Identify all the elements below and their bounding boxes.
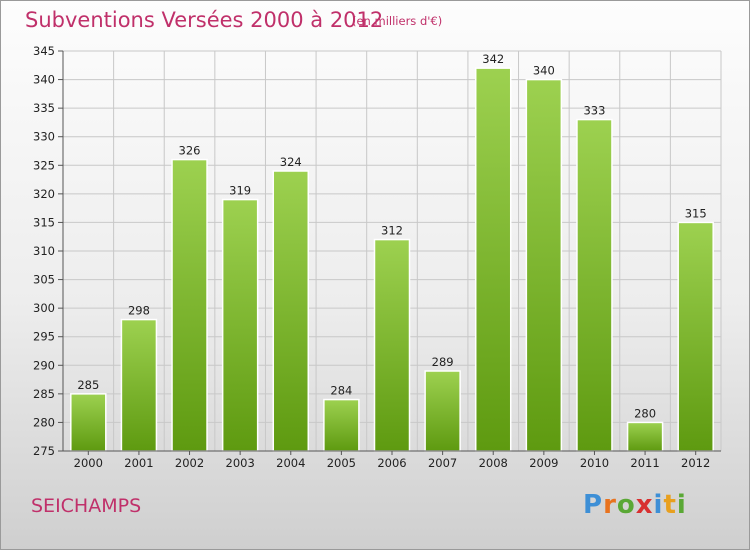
x-tick-label: 2012 [681, 456, 710, 470]
y-tick-label: 310 [33, 244, 55, 258]
bar [424, 370, 461, 452]
labels: 275 280 285 290 295 300 305 310 315 320 325 330 335 3… [33, 44, 710, 470]
x-tick-label: 2010 [580, 456, 609, 470]
x-tick-label: 2009 [529, 456, 558, 470]
brand-letter: t [663, 490, 677, 520]
bar [323, 398, 360, 452]
x-tick-label: 2001 [124, 456, 153, 470]
x-tick-label: 2005 [327, 456, 356, 470]
data-label: 333 [583, 104, 605, 118]
y-tick-label: 305 [33, 273, 55, 287]
bar [171, 158, 208, 452]
bar [373, 238, 411, 452]
x-tick-label: 2008 [479, 456, 508, 470]
y-tick-label: 325 [33, 158, 55, 172]
bars [70, 67, 714, 452]
y-tick-label: 330 [33, 130, 55, 144]
brand-letter: o [616, 490, 636, 520]
unit-note: (en milliers d'€) [352, 14, 443, 28]
x-tick-label: 2006 [377, 456, 406, 470]
y-tick-label: 280 [33, 415, 55, 429]
x-tick-label: 2011 [630, 456, 659, 470]
bar [272, 170, 310, 452]
data-label: 284 [330, 384, 352, 398]
y-tick-label: 340 [33, 73, 55, 87]
brand-letter: r [603, 490, 617, 520]
bar [525, 78, 563, 452]
bar [474, 67, 512, 452]
brand-letter: i [653, 490, 664, 520]
bar [626, 421, 664, 452]
data-label: 315 [685, 206, 707, 220]
bar [120, 318, 158, 452]
x-tick-label: 2007 [428, 456, 457, 470]
data-label: 326 [179, 144, 201, 158]
y-tick-label: 295 [33, 330, 55, 344]
data-label: 285 [77, 378, 99, 392]
data-label: 342 [482, 52, 504, 66]
bar [576, 118, 613, 452]
chart-title: Subventions Versées 2000 à 2012 [25, 8, 384, 32]
data-label: 340 [533, 64, 555, 78]
brand-logo: Proxiti [583, 490, 687, 520]
x-tick-label: 2004 [276, 456, 305, 470]
data-label: 280 [634, 406, 656, 420]
data-label: 312 [381, 224, 403, 238]
data-label: 289 [432, 355, 454, 369]
y-tick-label: 290 [33, 358, 55, 372]
data-label: 319 [229, 184, 251, 198]
y-tick-label: 285 [33, 387, 55, 401]
data-label: 298 [128, 304, 150, 318]
y-tick-label: 345 [33, 44, 55, 58]
y-tick-label: 275 [33, 444, 55, 458]
commune-name: SEICHAMPS [31, 495, 142, 517]
axes [58, 50, 721, 455]
y-tick-label: 335 [33, 101, 55, 115]
x-tick-label: 2000 [74, 456, 103, 470]
x-tick-label: 2002 [175, 456, 204, 470]
y-tick-label: 300 [33, 301, 55, 315]
y-tick-label: 320 [33, 187, 55, 201]
bar [70, 393, 107, 452]
brand-letter: i [676, 490, 687, 520]
brand-letter: P [583, 490, 604, 520]
data-label: 324 [280, 155, 302, 169]
bar [221, 198, 259, 452]
bar [677, 221, 714, 452]
y-tick-label: 315 [33, 215, 55, 229]
x-tick-label: 2003 [226, 456, 255, 470]
brand-letter: x [635, 490, 654, 520]
